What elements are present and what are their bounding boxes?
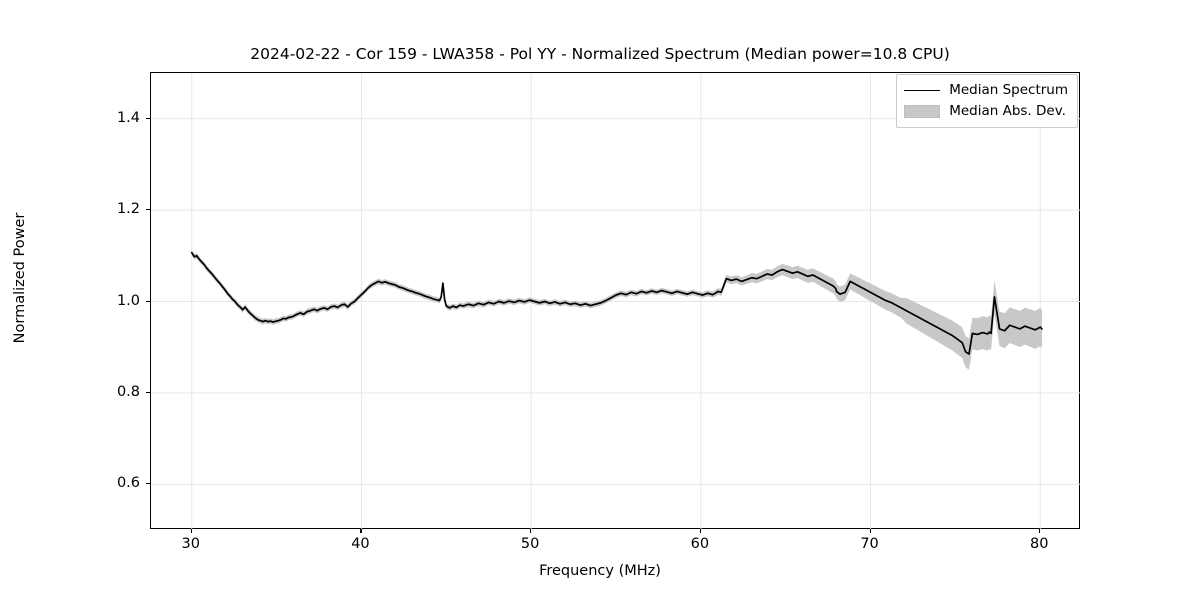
y-tick-mark: [146, 117, 150, 119]
legend-item-median-spectrum[interactable]: Median Spectrum: [904, 80, 1068, 101]
x-tick-mark: [190, 529, 192, 533]
plot-svg: [151, 73, 1081, 530]
y-axis-label: Normalized Power: [12, 212, 28, 344]
x-tick-mark: [1039, 529, 1041, 533]
x-tick-label: 30: [181, 536, 200, 552]
x-tick-mark: [869, 529, 871, 533]
y-tick-label: 0.6: [116, 475, 140, 492]
median-spectrum-line: [190, 251, 1043, 355]
legend-line-swatch-icon: [904, 84, 941, 98]
x-tick-label: 80: [1030, 536, 1049, 552]
y-tick-label: 1.0: [116, 292, 140, 309]
chart-title: 2024-02-22 - Cor 159 - LWA358 - Pol YY -…: [250, 45, 950, 63]
y-tick-label: 0.8: [116, 383, 140, 400]
legend-label-median-abs-dev: Median Abs. Dev.: [949, 102, 1066, 119]
mad-band-path: [191, 249, 1042, 370]
legend-item-median-abs-dev[interactable]: Median Abs. Dev.: [904, 101, 1068, 122]
y-tick-label: 1.2: [116, 201, 140, 218]
y-tick-label: 1.4: [116, 109, 140, 126]
legend-patch-swatch-icon: [904, 105, 941, 118]
y-tick-mark: [146, 300, 150, 302]
x-tick-label: 50: [520, 536, 540, 552]
x-tick-label: 60: [690, 536, 710, 552]
gridlines: [151, 73, 1081, 530]
legend-label-median-spectrum: Median Spectrum: [949, 81, 1068, 98]
x-tick-mark: [699, 529, 702, 533]
y-tick-mark: [146, 483, 150, 485]
x-tick-label: 70: [860, 536, 879, 552]
y-tick-mark: [146, 209, 150, 211]
plot-area: Median Spectrum Median Abs. Dev.: [150, 72, 1081, 530]
mad-band: [191, 249, 1042, 370]
x-tick-label: 40: [351, 536, 370, 552]
x-axis-label: Frequency (MHz): [539, 563, 661, 579]
x-tick-mark: [530, 529, 532, 533]
y-tick-mark: [146, 391, 150, 394]
x-tick-mark: [360, 529, 362, 533]
legend[interactable]: Median Spectrum Median Abs. Dev.: [896, 74, 1078, 128]
median-spectrum-path: [190, 251, 1043, 355]
